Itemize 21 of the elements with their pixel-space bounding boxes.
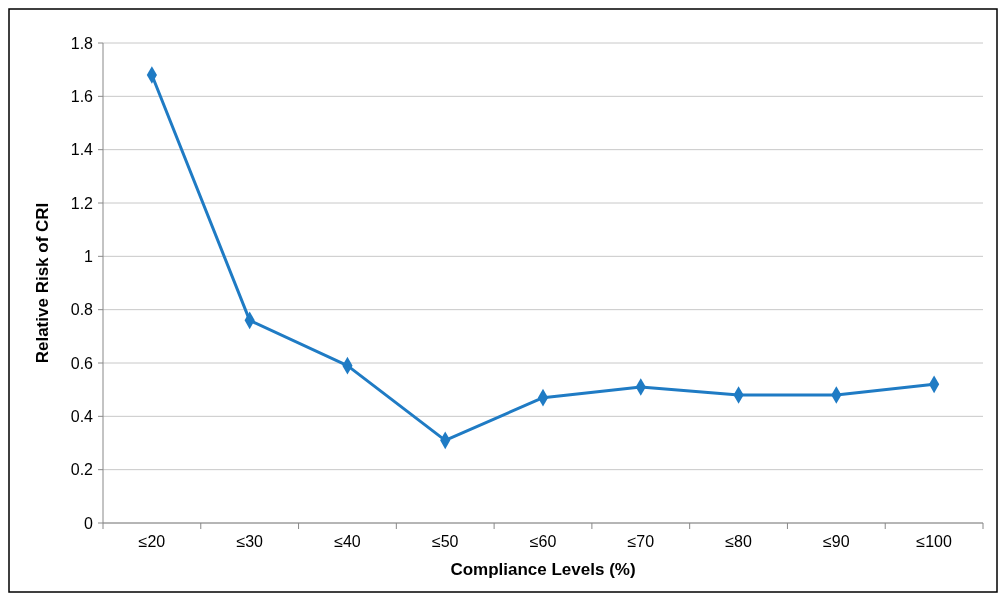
x-tick-label: ≤30 [236, 533, 264, 550]
y-tick-label: 0.4 [70, 407, 94, 425]
y-tick-label: 1.8 [70, 34, 94, 52]
x-tick-label: ≤50 [431, 533, 459, 550]
y-tick-label: 1.2 [70, 194, 94, 212]
x-axis-title: Compliance Levels (%) [450, 560, 636, 579]
x-tick-label: ≤100 [916, 533, 952, 550]
y-tick-label: 0.2 [70, 461, 94, 479]
x-tick-label: ≤70 [627, 533, 655, 550]
y-tick-label: 0.6 [70, 354, 94, 372]
y-tick-label: 0 [84, 514, 94, 532]
x-tick-label: ≤60 [529, 533, 557, 550]
y-axis-title: Relative Risk of CRI [33, 202, 52, 364]
x-tick-label: ≤80 [725, 533, 752, 550]
x-tick-label: ≤90 [823, 533, 850, 550]
y-tick-label: 1 [84, 247, 94, 265]
y-tick-label: 0.8 [70, 301, 94, 319]
x-tick-label: ≤20 [138, 533, 166, 550]
y-tick-label: 1.6 [70, 87, 94, 105]
y-tick-label: 1.4 [70, 141, 94, 159]
x-tick-label: ≤40 [334, 533, 361, 550]
